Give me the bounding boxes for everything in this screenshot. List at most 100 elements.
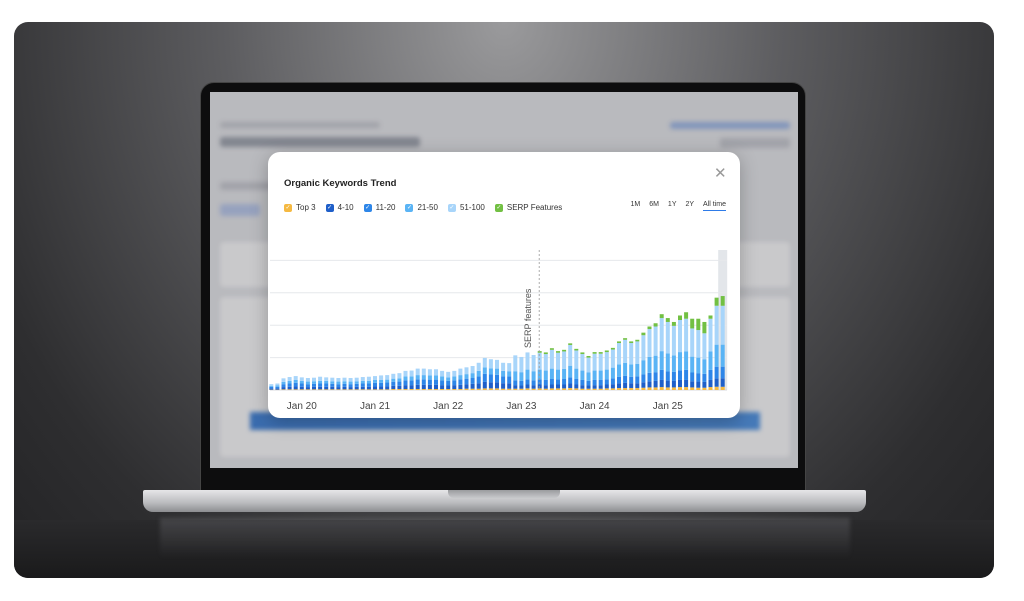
bar-segment	[403, 385, 408, 390]
bar-segment	[665, 353, 670, 372]
range-1m[interactable]: 1M	[630, 201, 641, 208]
bar-segment	[549, 348, 554, 350]
bar-segment	[568, 388, 573, 390]
bar-segment	[531, 385, 536, 389]
bar-segment	[409, 385, 414, 390]
bar-segment	[586, 388, 591, 390]
range-1y[interactable]: 1Y	[667, 201, 677, 208]
bar-segment	[287, 377, 292, 381]
checkbox-icon[interactable]: ✓	[284, 203, 292, 212]
bar-segment	[690, 328, 695, 357]
bar-segment	[574, 350, 579, 369]
checkbox-icon[interactable]: ✓	[325, 203, 334, 212]
bar-segment	[299, 377, 304, 381]
bar-segment	[629, 341, 634, 344]
legend-item-51-100[interactable]: ✓ 51-100	[447, 203, 485, 212]
bar-segment	[562, 384, 567, 389]
bar-segment	[470, 388, 475, 390]
bar-segment	[635, 383, 640, 389]
bar-segment	[354, 377, 359, 382]
bar-segment	[434, 384, 438, 390]
range-2y[interactable]: 2Y	[685, 201, 695, 208]
bar-segment	[720, 386, 725, 390]
bar-segment	[623, 388, 628, 390]
bar-segment	[647, 356, 652, 373]
bar-segment	[495, 368, 499, 375]
range-6m[interactable]: 6M	[649, 201, 659, 208]
bar-segment	[678, 320, 682, 353]
bar-segment	[421, 375, 426, 380]
bar-segment	[537, 379, 542, 385]
bar-segment	[409, 370, 414, 377]
bar-segment	[659, 369, 664, 380]
bar-segment	[702, 381, 707, 388]
bar-segment	[635, 388, 640, 390]
bar-segment	[488, 388, 493, 390]
bar-segment	[434, 389, 438, 390]
bar-segment	[452, 389, 457, 390]
bar-segment	[610, 347, 615, 350]
bar-segment	[348, 381, 353, 385]
bar-segment	[318, 386, 323, 390]
range-all-time[interactable]: All time	[703, 201, 726, 211]
bar-segment	[476, 362, 481, 371]
bar-segment	[470, 383, 475, 389]
bar-segment	[629, 364, 634, 377]
bar-segment	[525, 379, 530, 385]
bar-segment	[641, 374, 646, 383]
bar-segment	[659, 314, 664, 319]
bar-segment	[568, 365, 573, 378]
bar-segment	[501, 388, 506, 390]
bar-segment	[434, 375, 438, 380]
checkbox-icon[interactable]: ✓	[447, 203, 456, 212]
bar-segment	[403, 376, 408, 381]
bar-segment	[415, 375, 420, 380]
bar-segment	[427, 379, 432, 385]
legend-item-4-10[interactable]: ✓ 4-10	[325, 203, 354, 212]
bar-segment	[330, 381, 335, 384]
time-range-selector: 1M 6M 1Y 2Y All time	[630, 201, 726, 211]
legend-item-11-20[interactable]: ✓ 11-20	[363, 203, 395, 212]
bar-segment	[598, 385, 603, 389]
bar-segment	[549, 368, 554, 379]
bar-segment	[470, 366, 475, 374]
bar-segment	[720, 344, 725, 367]
bar-segment	[293, 389, 298, 390]
bar-segment	[647, 381, 652, 388]
close-icon[interactable]: ✕	[714, 165, 727, 182]
x-tick-label: Jan 23	[506, 401, 536, 412]
bar-segment	[635, 339, 640, 342]
bar-segment	[562, 368, 567, 379]
bar-segment	[434, 369, 438, 376]
bar-segment	[623, 362, 628, 376]
checkbox-icon[interactable]: ✓	[363, 203, 372, 212]
legend-item-top-3[interactable]: ✓ Top 3	[284, 203, 316, 212]
checkbox-icon[interactable]: ✓	[494, 203, 503, 212]
bar-segment	[684, 379, 689, 388]
bar-segment	[696, 357, 701, 374]
bar-segment	[440, 376, 445, 381]
bar-segment	[574, 368, 579, 379]
bar-segment	[299, 380, 304, 384]
bar-segment	[421, 389, 426, 390]
bar-segment	[312, 377, 316, 382]
bar-segment	[629, 388, 634, 390]
bar-segment	[641, 360, 646, 375]
bar-segment	[598, 379, 603, 386]
bar-segment	[659, 351, 664, 370]
x-tick-label: Jan 25	[653, 401, 683, 412]
legend-item-21-50[interactable]: ✓ 21-50	[405, 203, 438, 212]
bar-segment	[281, 384, 286, 388]
bar-segment	[269, 386, 274, 389]
checkbox-icon[interactable]: ✓	[405, 203, 414, 212]
bar-segment	[580, 352, 585, 355]
bar-segment	[513, 385, 518, 389]
bar-segment	[440, 370, 445, 377]
bar-segment	[568, 343, 573, 345]
bar-segment	[336, 389, 341, 390]
legend-item-serp-features[interactable]: ✓ SERP Features	[494, 203, 562, 212]
bar-segment	[330, 386, 335, 390]
bar-segment	[415, 368, 420, 376]
bar-segment	[678, 379, 682, 388]
bar-segment	[501, 383, 506, 389]
